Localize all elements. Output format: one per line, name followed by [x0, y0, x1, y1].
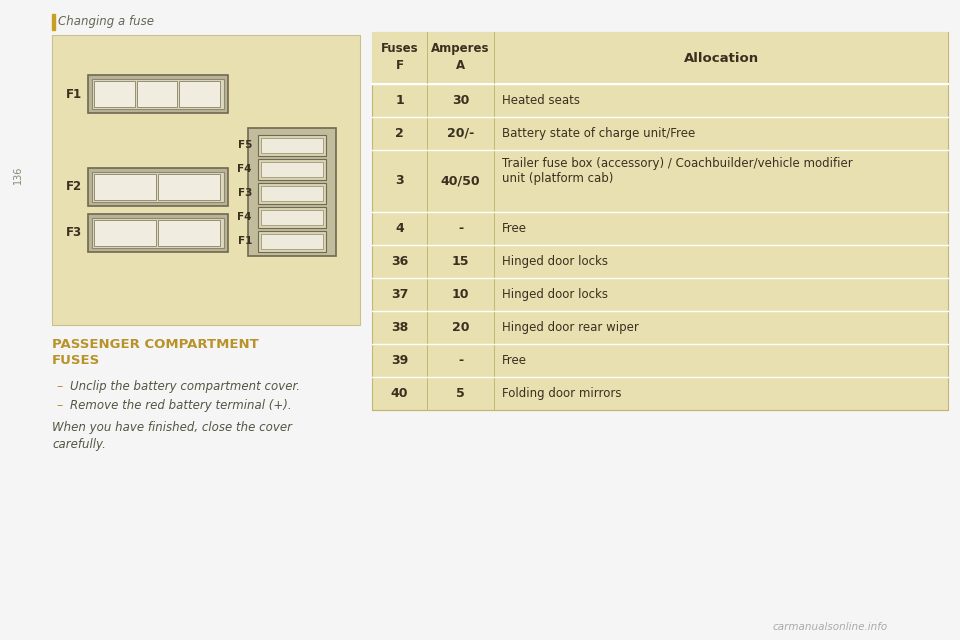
- Text: F4: F4: [237, 212, 252, 223]
- Text: 20: 20: [452, 321, 469, 334]
- Text: 38: 38: [391, 321, 408, 334]
- Bar: [94, 220, 156, 246]
- Text: When you have finished, close the cover
carefully.: When you have finished, close the cover …: [52, 421, 292, 451]
- Text: F: F: [396, 59, 403, 72]
- Bar: [94, 81, 134, 107]
- Text: A: A: [456, 59, 465, 72]
- Bar: [92, 218, 224, 248]
- Text: 15: 15: [452, 255, 469, 268]
- Text: Hinged door rear wiper: Hinged door rear wiper: [502, 321, 638, 334]
- Text: PASSENGER COMPARTMENT
FUSES: PASSENGER COMPARTMENT FUSES: [52, 338, 259, 367]
- Text: Fuses: Fuses: [381, 42, 419, 55]
- Text: F4: F4: [237, 164, 252, 175]
- Bar: [258, 183, 326, 204]
- Bar: [261, 162, 323, 177]
- Text: 39: 39: [391, 354, 408, 367]
- Text: -: -: [458, 354, 463, 367]
- Bar: [94, 174, 156, 200]
- Bar: [158, 220, 220, 246]
- Text: 10: 10: [452, 288, 469, 301]
- Text: 3: 3: [396, 175, 404, 188]
- Bar: [158, 174, 220, 200]
- Text: Battery state of charge unit/Free: Battery state of charge unit/Free: [502, 127, 695, 140]
- Text: Folding door mirrors: Folding door mirrors: [502, 387, 621, 400]
- Text: 40: 40: [391, 387, 408, 400]
- Text: Heated seats: Heated seats: [502, 94, 580, 107]
- Text: F2: F2: [66, 180, 82, 193]
- Text: 1: 1: [396, 94, 404, 107]
- Bar: [88, 75, 228, 113]
- Text: Hinged door locks: Hinged door locks: [502, 288, 608, 301]
- Bar: [88, 168, 228, 206]
- Text: Amperes: Amperes: [431, 42, 490, 55]
- Bar: [261, 138, 323, 153]
- Bar: [261, 210, 323, 225]
- Text: Free: Free: [502, 222, 527, 235]
- Text: 4: 4: [396, 222, 404, 235]
- Text: F1: F1: [238, 237, 252, 246]
- Bar: [88, 214, 228, 252]
- Text: Unclip the battery compartment cover.: Unclip the battery compartment cover.: [70, 380, 300, 393]
- Bar: [258, 231, 326, 252]
- Bar: [261, 234, 323, 249]
- Bar: [258, 159, 326, 180]
- Text: 20/-: 20/-: [446, 127, 474, 140]
- Bar: [372, 32, 948, 84]
- Bar: [92, 172, 224, 202]
- Text: 40/50: 40/50: [441, 175, 480, 188]
- Text: F3: F3: [66, 227, 82, 239]
- Text: -: -: [458, 222, 463, 235]
- Text: unit (platform cab): unit (platform cab): [502, 172, 613, 185]
- Text: Free: Free: [502, 354, 527, 367]
- Text: Trailer fuse box (accessory) / Coachbuilder/vehicle modifier: Trailer fuse box (accessory) / Coachbuil…: [502, 157, 852, 170]
- Text: 30: 30: [452, 94, 469, 107]
- Bar: [372, 32, 948, 410]
- Text: 37: 37: [391, 288, 408, 301]
- Text: Allocation: Allocation: [684, 51, 758, 65]
- Bar: [92, 79, 224, 109]
- Text: 136: 136: [13, 166, 23, 184]
- Text: F3: F3: [238, 189, 252, 198]
- Text: Hinged door locks: Hinged door locks: [502, 255, 608, 268]
- Bar: [258, 207, 326, 228]
- Bar: [52, 35, 360, 325]
- Bar: [180, 81, 220, 107]
- Bar: [136, 81, 178, 107]
- Text: 5: 5: [456, 387, 465, 400]
- Text: Remove the red battery terminal (+).: Remove the red battery terminal (+).: [70, 399, 292, 412]
- Text: 2: 2: [396, 127, 404, 140]
- Text: –: –: [56, 380, 62, 393]
- Text: Changing a fuse: Changing a fuse: [58, 15, 154, 29]
- Text: carmanualsonline.info: carmanualsonline.info: [773, 622, 888, 632]
- Text: F5: F5: [238, 141, 252, 150]
- Text: F1: F1: [66, 88, 82, 100]
- Bar: [248, 128, 336, 256]
- Text: –: –: [56, 399, 62, 412]
- Bar: [261, 186, 323, 201]
- Bar: [52, 14, 55, 30]
- Bar: [258, 135, 326, 156]
- Text: 36: 36: [391, 255, 408, 268]
